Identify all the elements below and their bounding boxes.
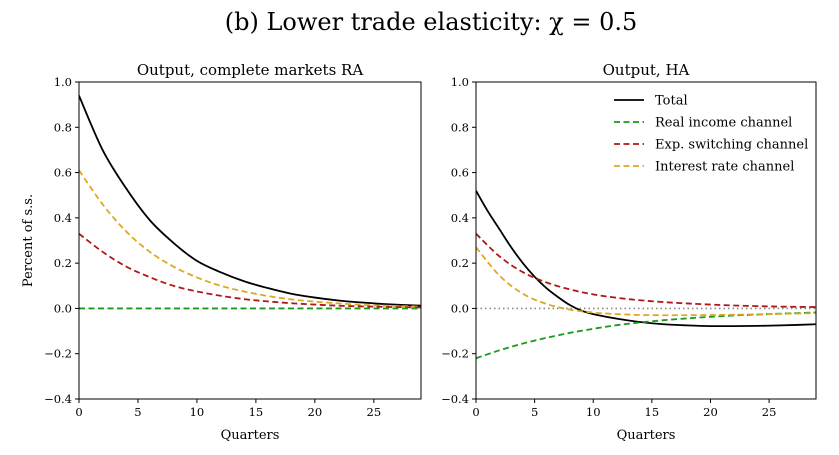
legend-label-interest-rate-channel: Interest rate channel <box>655 160 794 175</box>
x-tick-label: 15 <box>249 405 264 419</box>
y-tick-label: 0.2 <box>451 256 469 270</box>
legend-label-real-income-channel: Real income channel <box>655 116 792 131</box>
x-axis-label: Quarters <box>221 428 280 443</box>
y-tick-label: 0.4 <box>54 211 72 225</box>
y-tick-label: 1.0 <box>54 75 72 89</box>
y-tick-label: −0.4 <box>441 392 469 406</box>
x-tick-label: 10 <box>190 405 205 419</box>
axes-frame <box>475 81 817 400</box>
series-line-real-income-channel <box>476 311 816 360</box>
y-axis-label: Percent of s.s. <box>21 194 36 287</box>
x-tick-label: 20 <box>703 405 718 419</box>
y-tick-label: 0.8 <box>54 120 72 134</box>
figure-title: (b) Lower trade elasticity: χ = 0.5 <box>225 8 638 36</box>
series-line-exp-switching-channel <box>79 232 421 309</box>
panel-output-ra: Output, complete markets RA 0 5 10 15 20 25 −0.… <box>21 61 422 443</box>
y-tick-label: 0.6 <box>54 166 72 180</box>
y-tick-label: 0.4 <box>451 211 469 225</box>
y-tick-label: 0.8 <box>451 120 469 134</box>
y-tick-label: −0.2 <box>44 347 72 361</box>
axes-frame <box>78 81 422 400</box>
y-tick-label: 0.0 <box>451 301 469 315</box>
panel-title: Output, complete markets RA <box>137 61 364 79</box>
legend: Total Real income channel Exp. switching c… <box>614 94 808 175</box>
x-tick-label: 5 <box>134 405 141 419</box>
x-tick-label: 25 <box>367 405 382 419</box>
panel-title: Output, HA <box>603 61 690 79</box>
y-tick-label: −0.4 <box>44 392 72 406</box>
series-line-exp-switching-channel <box>476 233 816 308</box>
y-tick-label: 0.0 <box>54 301 72 315</box>
series-line-interest-rate-channel <box>79 169 421 308</box>
x-tick-label: 25 <box>762 405 777 419</box>
x-tick-label: 0 <box>472 405 479 419</box>
y-tick-label: 0.2 <box>54 256 72 270</box>
series-line-total <box>79 95 421 307</box>
x-tick-label: 0 <box>75 405 82 419</box>
y-tick-label: 0.6 <box>451 166 469 180</box>
legend-label-exp-switching-channel: Exp. switching channel <box>655 138 808 153</box>
panel-output-ha: Output, HA 0 5 10 15 20 25 −0.4 −0.2 0.0 0.2 0.4 0.6… <box>441 61 817 443</box>
x-tick-label: 15 <box>645 405 660 419</box>
series-line-interest-rate-channel <box>476 246 816 317</box>
x-tick-label: 20 <box>308 405 323 419</box>
y-tick-label: −0.2 <box>441 347 469 361</box>
y-tick-label: 1.0 <box>451 75 469 89</box>
x-tick-label: 5 <box>531 405 538 419</box>
legend-label-total: Total <box>655 94 688 109</box>
x-tick-label: 10 <box>586 405 601 419</box>
x-axis-label: Quarters <box>617 428 676 443</box>
